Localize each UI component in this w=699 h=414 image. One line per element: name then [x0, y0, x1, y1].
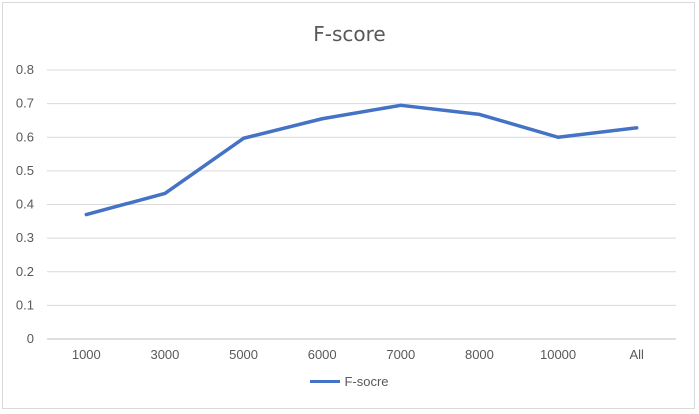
y-tick-label: 0.7 [16, 96, 34, 111]
x-tick-label: 8000 [465, 347, 494, 362]
data-point [477, 112, 481, 116]
y-tick-label: 0 [27, 331, 34, 346]
x-tick-label: 1000 [72, 347, 101, 362]
data-point [320, 117, 324, 121]
data-point [163, 191, 167, 195]
chart-legend: F-socre [0, 374, 699, 389]
y-tick-label: 0.2 [16, 264, 34, 279]
x-tick-label: 3000 [150, 347, 179, 362]
y-tick-label: 0.4 [16, 197, 34, 212]
data-point [399, 103, 403, 107]
x-tick-label: 6000 [308, 347, 337, 362]
data-point [556, 135, 560, 139]
y-tick-label: 0.3 [16, 230, 34, 245]
x-tick-label: All [629, 347, 644, 362]
y-tick-label: 0.5 [16, 163, 34, 178]
y-tick-label: 0.8 [16, 62, 34, 77]
legend-swatch [310, 380, 341, 384]
x-tick-label: 7000 [386, 347, 415, 362]
series-line [84, 103, 639, 217]
y-tick-label: 0.6 [16, 129, 34, 144]
data-point [242, 136, 246, 140]
data-point [84, 213, 88, 217]
y-tick-label: 0.1 [16, 297, 34, 312]
legend-label: F-socre [344, 374, 389, 389]
x-tick-label: 5000 [229, 347, 258, 362]
chart-title: F-score [313, 22, 386, 46]
x-tick-label: 10000 [540, 347, 576, 362]
data-point [635, 126, 639, 130]
